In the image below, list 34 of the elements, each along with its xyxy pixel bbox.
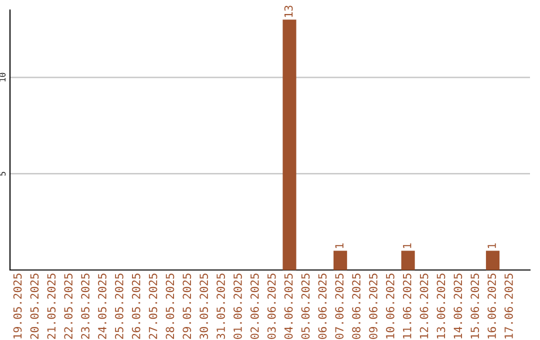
x-tick-label: 16.06.2025 — [488, 274, 496, 338]
x-tick-label: 25.05.2025 — [114, 274, 124, 339]
x-tick-label: 28.05.2025 — [166, 274, 174, 339]
x-tick-label: 29.05.2025 — [182, 274, 192, 339]
x-tick-label: 03.06.2025 — [267, 274, 276, 339]
x-tick-label: 21.05.2025 — [47, 274, 56, 339]
x-tick-label: 09.06.2025 — [369, 274, 378, 339]
x-tick-label: 13.06.2025 — [436, 274, 446, 338]
data-label: 1 — [403, 243, 412, 248]
x-tick-label: 22.05.2025 — [64, 274, 73, 339]
x-tick-label: 27.05.2025 — [148, 274, 158, 339]
x-tick-label: 01.06.2025 — [234, 274, 242, 339]
x-tick-label: 15.06.2025 — [470, 274, 480, 338]
x-tick-label: 14.06.2025 — [454, 274, 462, 338]
x-tick-label: 20.05.2025 — [30, 274, 39, 339]
x-tick-label: 04.06.2025 — [284, 274, 293, 339]
data-label: 1 — [335, 243, 344, 248]
data-label: 1 — [488, 243, 496, 248]
x-tick-label: 26.05.2025 — [132, 274, 140, 339]
x-tick-label: 06.06.2025 — [318, 274, 327, 339]
x-tick-label: 11.06.2025 — [402, 274, 412, 338]
x-tick-label: 19.05.2025 — [13, 274, 22, 338]
x-tick-label: 17.06.2025 — [504, 274, 513, 338]
data-label: 13 — [284, 6, 293, 17]
x-tick-label: 08.06.2025 — [352, 274, 360, 339]
x-tick-label: 07.06.2025 — [335, 274, 344, 339]
x-tick-label: 24.05.2025 — [98, 274, 106, 339]
x-tick-label: 05.06.2025 — [301, 274, 310, 339]
x-tick-label: 31.05.2025 — [216, 274, 225, 339]
x-tick-label: 23.05.2025 — [81, 274, 90, 339]
x-tick-label: 02.06.2025 — [250, 274, 259, 339]
x-tick-label: 12.06.2025 — [420, 274, 428, 338]
x-tick-label: 10.06.2025 — [386, 274, 394, 338]
x-tick-label: 30.05.2025 — [200, 274, 208, 339]
